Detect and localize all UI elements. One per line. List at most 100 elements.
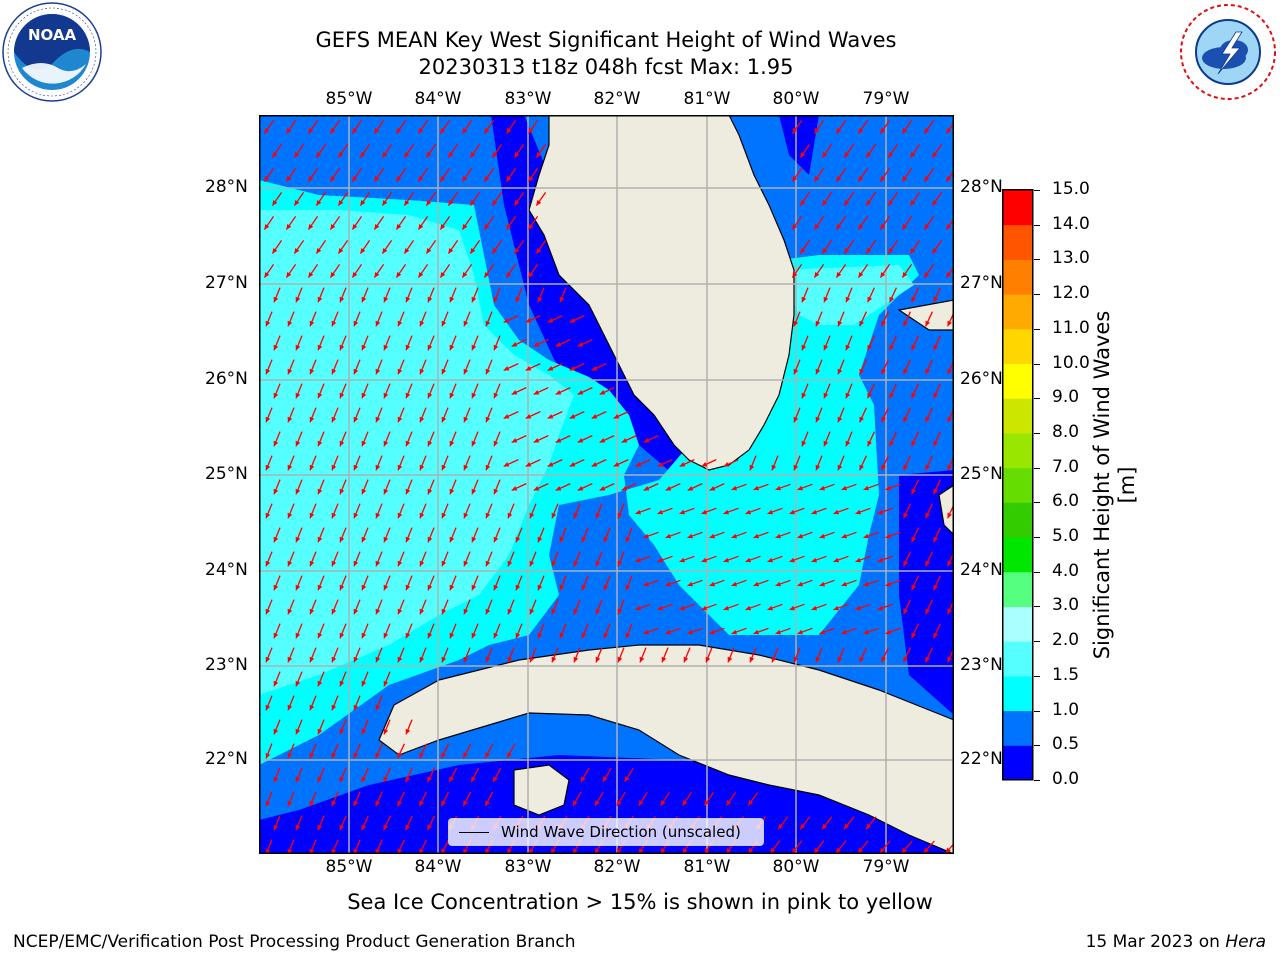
- wave-direction-arrowhead: [903, 416, 908, 423]
- wave-direction-arrowhead: [295, 824, 301, 831]
- wave-direction-arrowhead: [547, 366, 554, 371]
- wave-direction-arrowhead: [287, 416, 293, 423]
- colorbar-tick-label: 11.0: [1052, 317, 1090, 338]
- wave-direction-arrowhead: [361, 824, 367, 831]
- wave-direction-arrowhead: [775, 485, 781, 491]
- wave-direction-arrowhead: [440, 272, 446, 278]
- wave-direction-arrowhead: [661, 656, 667, 663]
- wave-direction-arrowhead: [836, 847, 842, 854]
- wave-direction-arrowhead: [925, 320, 930, 327]
- wave-direction-arrowhead: [471, 632, 477, 639]
- wave-direction-arrowhead: [933, 488, 938, 495]
- wave-direction-arrowhead: [841, 629, 847, 635]
- wave-direction-arrowhead: [264, 272, 270, 278]
- wave-direction-arrowhead: [924, 128, 930, 134]
- wave-direction-arrowhead: [660, 800, 666, 806]
- wave-direction-arrowhead: [448, 152, 454, 158]
- wave-direction-arrowhead: [793, 368, 799, 375]
- wave-direction-arrowhead: [925, 608, 930, 615]
- wave-direction-arrowhead: [353, 704, 359, 711]
- wave-direction-arrowhead: [889, 296, 894, 303]
- wave-direction-arrowhead: [877, 509, 883, 515]
- wave-direction-arrowhead: [833, 557, 839, 563]
- wave-direction-arrowhead: [833, 509, 839, 515]
- wave-direction-arrowhead: [317, 632, 323, 639]
- wave-direction-arrowhead: [294, 152, 300, 158]
- lat-label: 27°N: [205, 273, 248, 293]
- wave-direction-arrowhead: [866, 200, 872, 206]
- colorbar-tick-mark: [1034, 190, 1040, 191]
- wave-direction-arrowhead: [485, 608, 491, 615]
- wave-direction-arrowhead: [492, 200, 498, 206]
- wave-direction-arrowhead: [308, 176, 314, 182]
- wave-direction-arrowhead: [427, 344, 433, 351]
- wave-direction-arrowhead: [947, 416, 952, 423]
- wave-direction-arrowhead: [511, 390, 518, 395]
- wave-direction-arrowhead: [889, 344, 894, 351]
- lat-label: 23°N: [960, 655, 1003, 675]
- colorbar-cell: [1003, 432, 1033, 469]
- wave-direction-arrowhead: [797, 485, 803, 491]
- wave-direction-arrowhead: [547, 414, 554, 419]
- wave-direction-arrowhead: [493, 584, 499, 591]
- wave-direction-arrowhead: [485, 800, 490, 807]
- wave-direction-arrowhead: [375, 752, 380, 759]
- lon-label: 81°W: [683, 89, 731, 109]
- wave-direction-arrowhead: [837, 416, 843, 423]
- wave-direction-arrowhead: [946, 224, 952, 230]
- wave-direction-arrowhead: [617, 608, 623, 615]
- wave-direction-arrowhead: [419, 512, 425, 519]
- graticule: [259, 115, 954, 854]
- wave-direction-arrowhead: [911, 440, 916, 447]
- wave-direction-arrowhead: [859, 656, 864, 663]
- wave-direction-arrowhead: [493, 440, 499, 447]
- wave-direction-arrowhead: [383, 632, 389, 639]
- wave-direction-arrowhead: [901, 847, 907, 854]
- wave-direction-arrowhead: [863, 629, 869, 635]
- wave-direction-arrowhead: [515, 632, 521, 639]
- wave-direction-arrowhead: [533, 342, 540, 347]
- wave-direction-arrowhead: [903, 512, 908, 519]
- wave-direction-arrowhead: [547, 462, 554, 467]
- wave-direction-arrowhead: [449, 440, 455, 447]
- colorbar-tick-mark: [1034, 745, 1040, 747]
- wave-direction-arrowhead: [537, 296, 543, 303]
- colorbar-tick-mark: [1034, 467, 1040, 469]
- wave-direction-arrowhead: [405, 344, 411, 351]
- wave-direction-arrowhead: [383, 824, 388, 831]
- wave-direction-arrowhead: [361, 392, 367, 399]
- wave-direction-arrowhead: [617, 512, 623, 519]
- lon-label: 82°W: [593, 857, 641, 877]
- wave-direction-arrowhead: [449, 392, 455, 399]
- wave-direction-arrowhead: [339, 344, 345, 351]
- wave-direction-arrowhead: [383, 488, 389, 495]
- wave-direction-arrowhead: [375, 368, 381, 375]
- lat-label: 26°N: [960, 369, 1003, 389]
- wave-direction-arrowhead: [591, 414, 598, 419]
- colorbar-tick-label: 0.0: [1052, 769, 1080, 789]
- wave-direction-arrowhead: [463, 512, 469, 519]
- wave-direction-arrowhead: [635, 509, 641, 515]
- colorbar-tick-label: 4.0: [1052, 560, 1080, 581]
- wave-direction-arrowhead: [418, 224, 424, 230]
- wave-direction-arrowhead: [361, 584, 367, 591]
- wave-direction-arrowhead: [272, 248, 278, 254]
- colorbar-cell: [1003, 294, 1033, 330]
- wave-direction-arrowhead: [687, 629, 693, 635]
- colorbar-cell: [1003, 502, 1033, 538]
- wave-direction-arrowhead: [925, 368, 930, 375]
- wave-direction-arrowhead: [863, 533, 869, 539]
- wave-direction-arrowhead: [441, 320, 447, 327]
- colorbar-tick-mark: [1034, 363, 1040, 365]
- colorbar-tick-mark: [1034, 502, 1040, 504]
- wave-direction-arrowhead: [635, 462, 642, 467]
- wave-direction-arrowhead: [396, 272, 402, 278]
- wave-direction-arrowhead: [811, 557, 817, 563]
- wave-direction-arrowhead: [859, 416, 864, 423]
- wave-direction-arrowhead: [405, 584, 411, 591]
- wave-direction-arrowhead: [888, 248, 894, 254]
- colorbar-tick-label: 14.0: [1052, 213, 1090, 234]
- wave-direction-arrowhead: [463, 752, 468, 759]
- wave-direction-arrowhead: [823, 344, 829, 351]
- wave-direction-arrowhead: [635, 605, 641, 611]
